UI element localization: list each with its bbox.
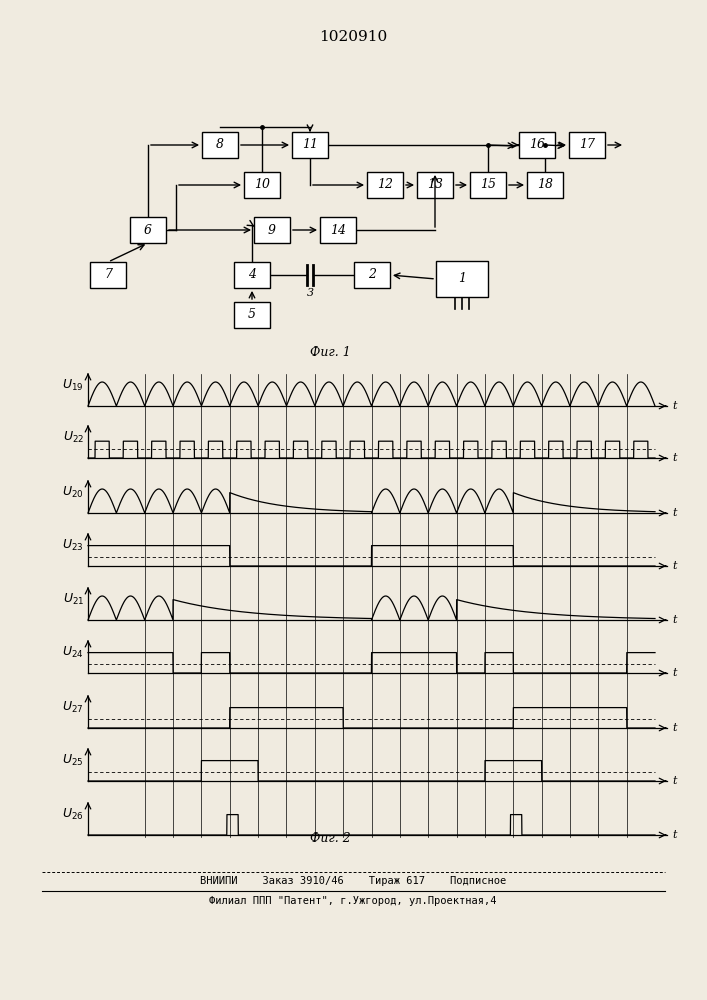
Text: Фиг. 1: Фиг. 1 (310, 346, 351, 359)
Text: 18: 18 (537, 178, 553, 192)
Text: 11: 11 (302, 138, 318, 151)
Bar (292, 132, 328, 158)
Text: t: t (672, 723, 677, 733)
Text: 7: 7 (104, 268, 112, 282)
Text: 5: 5 (248, 308, 256, 322)
Text: t: t (672, 668, 677, 678)
Text: 13: 13 (427, 178, 443, 192)
Text: 8: 8 (216, 138, 224, 151)
Text: $U_{22}$: $U_{22}$ (63, 430, 84, 445)
Bar (527, 172, 563, 198)
Text: 14: 14 (330, 224, 346, 236)
Bar (367, 172, 403, 198)
Text: $U_{27}$: $U_{27}$ (62, 700, 84, 715)
Text: $U_{20}$: $U_{20}$ (62, 485, 84, 500)
Text: t: t (672, 453, 677, 463)
Text: 10: 10 (254, 178, 270, 192)
Text: t: t (672, 401, 677, 411)
Text: 16: 16 (529, 138, 545, 151)
Text: 17: 17 (579, 138, 595, 151)
Text: 2: 2 (368, 268, 376, 282)
Text: $U_{21}$: $U_{21}$ (62, 592, 84, 607)
Text: t: t (672, 776, 677, 786)
Text: Фиг. 2: Фиг. 2 (310, 832, 351, 844)
Text: 6: 6 (144, 224, 152, 236)
Bar (234, 302, 270, 328)
Bar (569, 132, 605, 158)
Bar (320, 217, 356, 243)
Text: $U_{19}$: $U_{19}$ (62, 378, 84, 393)
Text: 4: 4 (248, 268, 256, 282)
Text: t: t (672, 830, 677, 840)
Text: 9: 9 (268, 224, 276, 236)
Text: $U_{26}$: $U_{26}$ (62, 807, 84, 822)
Bar (234, 262, 270, 288)
Text: 1020910: 1020910 (319, 30, 387, 44)
Text: t: t (672, 561, 677, 571)
Bar (354, 262, 390, 288)
Bar (130, 217, 166, 243)
Text: t: t (672, 508, 677, 518)
Bar (519, 132, 555, 158)
Text: 12: 12 (377, 178, 393, 192)
Bar (244, 172, 280, 198)
Bar (254, 217, 290, 243)
Text: 1: 1 (458, 272, 466, 286)
Text: t: t (672, 615, 677, 625)
Text: $U_{25}$: $U_{25}$ (62, 753, 84, 768)
Bar (202, 132, 238, 158)
Text: 3: 3 (306, 288, 314, 298)
Text: Филиал ППП "Патент", г.Ужгород, ул.Проектная,4: Филиал ППП "Патент", г.Ужгород, ул.Проек… (209, 896, 497, 906)
Bar (417, 172, 453, 198)
Bar (470, 172, 506, 198)
Text: $U_{24}$: $U_{24}$ (62, 645, 84, 660)
Text: $U_{23}$: $U_{23}$ (62, 538, 84, 553)
Bar (90, 262, 126, 288)
Bar (436, 261, 488, 297)
Text: ВНИИПИ    Заказ 3910/46    Тираж 617    Подписное: ВНИИПИ Заказ 3910/46 Тираж 617 Подписное (200, 876, 506, 886)
Text: 15: 15 (480, 178, 496, 192)
